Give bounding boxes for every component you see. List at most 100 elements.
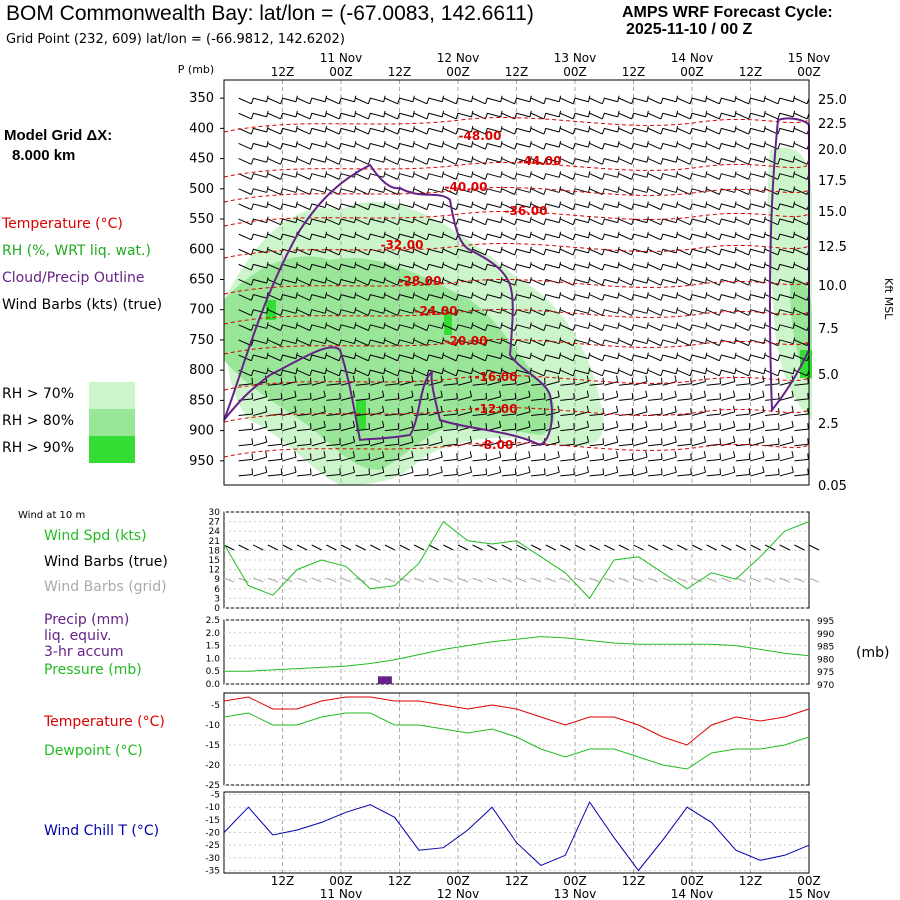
wind-barb-shaft	[750, 158, 765, 163]
wind-barb	[282, 292, 298, 299]
wind-barb-shaft	[677, 369, 691, 377]
pressure-tick-label: 800	[189, 363, 214, 378]
wind-barb	[574, 246, 591, 254]
wind-barb-feather	[601, 143, 605, 150]
precip-tick: 2.0	[206, 629, 221, 639]
wind-barb-feather	[631, 438, 634, 445]
wind-barb-shaft	[530, 218, 545, 226]
wind-barb-feather	[280, 279, 284, 286]
wind-barb-feather	[426, 233, 430, 240]
wind-barb-shaft	[618, 324, 632, 331]
grid-wind-barb	[487, 577, 498, 583]
wind-barb-shaft	[764, 354, 779, 362]
wind-barb	[311, 216, 328, 224]
wind-barb	[428, 292, 445, 299]
wind-barb-feather	[777, 127, 781, 135]
wind-barb	[604, 466, 619, 477]
wind-barb-feather	[426, 218, 430, 225]
wind-barb	[545, 216, 562, 224]
wind-barb-feather	[295, 337, 298, 344]
wind-barb	[662, 201, 679, 209]
wind-barb-feather	[572, 324, 576, 331]
wind-barb-shaft	[472, 97, 486, 105]
wind-barb-shaft	[297, 473, 312, 477]
wind-barb-shaft	[370, 188, 384, 193]
wind-barb	[238, 423, 254, 432]
wind-barb-feather	[718, 203, 722, 210]
wind-barb	[399, 375, 414, 386]
wind-barb	[545, 110, 562, 118]
wind-barb-shaft	[340, 456, 355, 462]
wind-barb-feather	[573, 453, 575, 460]
wind-barb-feather	[324, 110, 328, 117]
wind-barb	[560, 392, 575, 401]
wind-barb-shaft	[677, 339, 691, 347]
wind-barb	[413, 218, 430, 226]
wind-barb-shaft	[326, 354, 340, 362]
wind-barb-shaft	[355, 294, 369, 301]
wind-barb-feather	[748, 423, 751, 430]
wind-barb-feather	[543, 354, 547, 361]
wind-barb	[633, 171, 649, 178]
wind-barb-feather	[338, 294, 342, 301]
wind-barb	[794, 407, 809, 416]
wind-barb-shaft	[647, 263, 662, 271]
wind-barb-shaft	[282, 411, 297, 416]
wind-barb-feather	[572, 173, 576, 180]
wind-barb	[530, 173, 547, 180]
wind-barb-shaft	[794, 97, 808, 105]
wind-barb-shaft	[413, 233, 428, 241]
wind-barb	[384, 127, 401, 135]
wind-barb-shaft	[794, 324, 808, 331]
wind-barb-feather	[792, 110, 796, 117]
wind-barb-shaft	[574, 324, 589, 329]
wind-barb	[282, 466, 297, 477]
wind-barb-feather	[645, 435, 648, 443]
wind-barb-feather	[689, 248, 693, 256]
wind-barb	[487, 337, 503, 345]
wind-barb-shaft	[267, 173, 281, 180]
wind-barb	[662, 140, 679, 148]
bottom-hour-label: 12Z	[271, 874, 295, 888]
wind-barb-shaft	[706, 398, 721, 401]
wind-barb-shaft	[794, 173, 808, 180]
wind-barb	[516, 420, 531, 432]
wind-barb	[297, 392, 312, 401]
wind-barb-feather	[675, 246, 679, 253]
wind-barb	[413, 233, 430, 241]
pressure-label: Pressure (mb)	[44, 662, 142, 678]
wind-barb-feather	[397, 127, 401, 135]
wind-barb	[779, 110, 796, 118]
wind-barb-shaft	[428, 127, 443, 133]
wind-barb-feather	[426, 324, 430, 331]
wind-barb	[735, 339, 752, 347]
wind-barb	[618, 294, 635, 301]
wind-barb	[311, 156, 328, 163]
surface-wind-barb	[472, 544, 483, 551]
wind-barb-shaft	[633, 339, 648, 345]
wind-speed-tick: 3	[214, 594, 220, 604]
wind-barb	[530, 188, 547, 195]
wind-chill-tick: -5	[211, 791, 220, 801]
wind-barb	[589, 438, 605, 447]
wind-barb	[414, 438, 429, 447]
wind-barb-feather	[689, 127, 693, 135]
wind-barb-shaft	[501, 339, 515, 347]
wind-barb-shaft	[253, 248, 267, 254]
wind-barbs-grid-label: Wind Barbs (grid)	[44, 579, 167, 595]
wind-barb-feather	[631, 173, 635, 180]
wind-barb-shaft	[311, 218, 326, 224]
wind-barb-feather	[734, 140, 737, 148]
pressure-axis-title: P (mb)	[178, 63, 214, 76]
wind-barb	[516, 390, 531, 401]
wind-barb	[706, 453, 722, 462]
wind-barb	[545, 375, 560, 386]
wind-barb-feather	[615, 435, 619, 443]
wind-barb-feather	[280, 339, 284, 346]
wind-barb-shaft	[574, 381, 589, 386]
wind-barb-feather	[309, 279, 313, 286]
wind-barb-shaft	[794, 279, 808, 286]
wind-barb-feather	[352, 390, 356, 397]
wind-barb-feather	[397, 97, 401, 104]
wind-barb	[311, 231, 328, 239]
